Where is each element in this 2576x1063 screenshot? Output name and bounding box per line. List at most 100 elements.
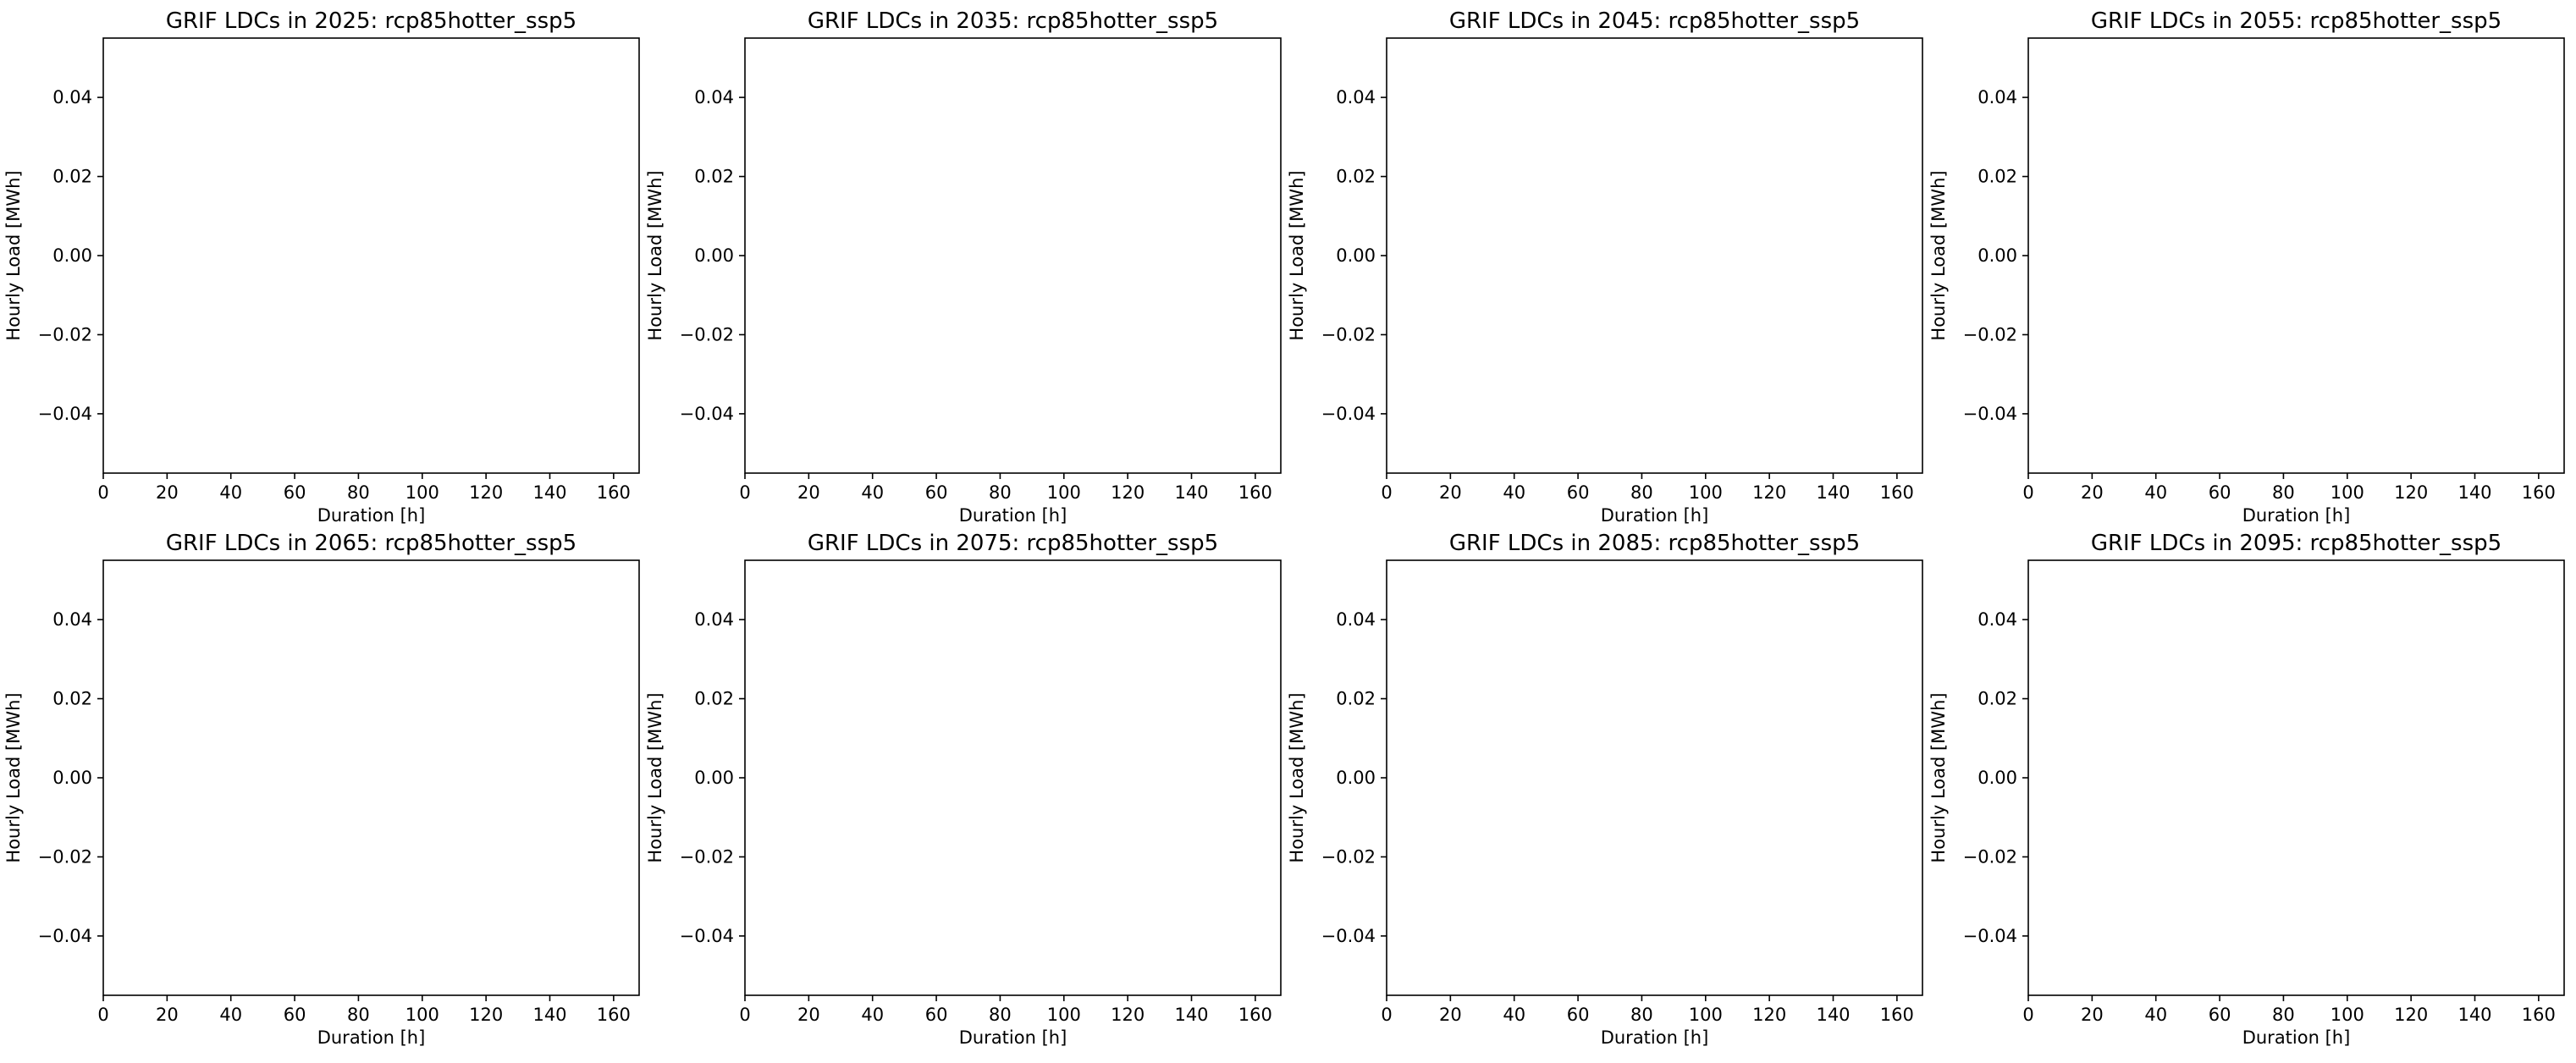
- x-tick-label: 20: [2081, 1005, 2104, 1025]
- subplot-title: GRIF LDCs in 2085: rcp85hotter_ssp5: [1449, 531, 1860, 556]
- x-tick-label: 100: [1689, 1005, 1723, 1025]
- subplot-1: GRIF LDCs in 2025: rcp85hotter_ssp5 0 20 40…: [3, 8, 640, 526]
- y-axis-label: Hourly Load [MWh]: [645, 692, 665, 862]
- y-tick-label: −0.02: [1963, 846, 2017, 867]
- plot-area: [744, 559, 1282, 996]
- x-tick-label: 100: [1047, 1005, 1081, 1025]
- x-axis-label: Duration [h]: [317, 505, 426, 526]
- subplot-3: GRIF LDCs in 2045: rcp85hotter_ssp5 0 20 40…: [1287, 8, 1923, 526]
- plot-area: [744, 37, 1282, 474]
- x-tick-label: 140: [1816, 482, 1850, 503]
- x-tick-label: 160: [597, 1005, 631, 1025]
- x-tick-label: 100: [405, 482, 439, 503]
- y-tick-label: −0.02: [1321, 846, 1376, 867]
- plot-area: [2027, 559, 2565, 996]
- x-tick-label: 120: [1111, 482, 1145, 503]
- x-tick-label: 60: [925, 482, 948, 503]
- x-tick-label: 160: [1880, 1005, 1914, 1025]
- y-tick-label: 0.02: [1978, 167, 2017, 187]
- x-tick-label: 80: [347, 482, 370, 503]
- y-tick-label: −0.04: [1963, 404, 2017, 424]
- y-tick-label: 0.04: [694, 87, 734, 107]
- x-tick-label: 20: [1439, 1005, 1462, 1025]
- x-tick-label: 20: [797, 1005, 820, 1025]
- y-tick-label: 0.02: [694, 689, 734, 709]
- y-tick-label: 0.02: [52, 167, 92, 187]
- subplot-2: GRIF LDCs in 2035: rcp85hotter_ssp5 0 20 40…: [645, 8, 1282, 526]
- x-tick-label: 140: [1174, 1005, 1208, 1025]
- x-tick-label: 80: [347, 1005, 370, 1025]
- x-tick-label: 20: [156, 482, 179, 503]
- x-tick-label: 40: [861, 482, 884, 503]
- x-tick-label: 20: [797, 482, 820, 503]
- x-tick-label: 120: [2394, 482, 2428, 503]
- subplot-title: GRIF LDCs in 2095: rcp85hotter_ssp5: [2091, 531, 2502, 556]
- x-axis-label: Duration [h]: [2242, 1027, 2351, 1048]
- x-tick-label: 100: [2331, 1005, 2364, 1025]
- subplot-4: GRIF LDCs in 2055: rcp85hotter_ssp5 0 20 40…: [1928, 8, 2565, 526]
- subplot-title: GRIF LDCs in 2065: rcp85hotter_ssp5: [166, 531, 576, 556]
- x-tick-label: 140: [1174, 482, 1208, 503]
- x-tick-label: 160: [1238, 1005, 1272, 1025]
- x-tick-label: 60: [925, 1005, 948, 1025]
- x-tick-label: 140: [1816, 1005, 1850, 1025]
- x-tick-label: 120: [1752, 1005, 1786, 1025]
- x-tick-label: 100: [405, 1005, 439, 1025]
- y-axis-label: Hourly Load [MWh]: [645, 170, 665, 340]
- x-tick-label: 60: [284, 1005, 306, 1025]
- y-tick-label: −0.02: [1963, 324, 2017, 344]
- y-tick-label: 0.02: [694, 167, 734, 187]
- x-tick-label: 80: [1630, 482, 1653, 503]
- x-axis-label: Duration [h]: [959, 505, 1067, 526]
- y-tick-label: 0.04: [1978, 609, 2017, 630]
- x-tick-label: 0: [2022, 482, 2033, 503]
- y-tick-label: −0.04: [680, 926, 734, 946]
- subplot-title: GRIF LDCs in 2055: rcp85hotter_ssp5: [2091, 8, 2502, 34]
- y-axis-label: Hourly Load [MWh]: [3, 170, 24, 340]
- x-tick-label: 40: [2144, 482, 2167, 503]
- x-tick-label: 140: [2457, 1005, 2491, 1025]
- subplot-title: GRIF LDCs in 2045: rcp85hotter_ssp5: [1449, 8, 1860, 34]
- x-axis-label: Duration [h]: [1601, 505, 1709, 526]
- y-tick-label: −0.02: [680, 324, 734, 344]
- x-tick-label: 0: [2022, 1005, 2033, 1025]
- y-tick-label: 0.00: [52, 768, 92, 788]
- y-tick-label: −0.02: [38, 324, 92, 344]
- plot-area: [2027, 37, 2565, 474]
- x-tick-label: 60: [1567, 482, 1590, 503]
- x-tick-label: 80: [989, 482, 1012, 503]
- x-tick-label: 0: [1381, 482, 1392, 503]
- y-tick-label: 0.00: [1336, 768, 1376, 788]
- x-tick-label: 160: [1880, 482, 1914, 503]
- y-tick-label: 0.04: [1978, 87, 2017, 107]
- x-tick-label: 160: [2522, 1005, 2556, 1025]
- x-tick-label: 40: [861, 1005, 884, 1025]
- x-tick-label: 0: [1381, 1005, 1392, 1025]
- x-tick-label: 80: [1630, 1005, 1653, 1025]
- subplot-title: GRIF LDCs in 2035: rcp85hotter_ssp5: [808, 8, 1218, 34]
- y-tick-label: 0.00: [1336, 245, 1376, 266]
- x-tick-label: 0: [739, 1005, 750, 1025]
- x-axis-label: Duration [h]: [317, 1027, 426, 1048]
- y-tick-label: −0.04: [1963, 926, 2017, 946]
- x-tick-label: 120: [469, 1005, 503, 1025]
- plot-area: [102, 37, 640, 474]
- y-tick-label: 0.02: [1978, 689, 2017, 709]
- subplot-5: GRIF LDCs in 2065: rcp85hotter_ssp5 0 20 40…: [3, 531, 640, 1048]
- x-tick-label: 40: [2144, 1005, 2167, 1025]
- y-tick-label: −0.04: [680, 404, 734, 424]
- y-tick-label: −0.02: [680, 846, 734, 867]
- x-tick-label: 40: [219, 482, 242, 503]
- subplot-7: GRIF LDCs in 2085: rcp85hotter_ssp5 0 20 40…: [1287, 531, 1923, 1048]
- x-tick-label: 80: [2272, 482, 2295, 503]
- subplot-8: GRIF LDCs in 2095: rcp85hotter_ssp5 0 20 40…: [1928, 531, 2565, 1048]
- x-tick-label: 0: [97, 1005, 108, 1025]
- x-axis-label: Duration [h]: [1601, 1027, 1709, 1048]
- x-tick-label: 120: [469, 482, 503, 503]
- x-tick-label: 100: [1047, 482, 1081, 503]
- y-tick-label: −0.02: [38, 846, 92, 867]
- y-tick-label: 0.00: [694, 245, 734, 266]
- x-tick-label: 160: [597, 482, 631, 503]
- plot-area: [1386, 559, 1923, 996]
